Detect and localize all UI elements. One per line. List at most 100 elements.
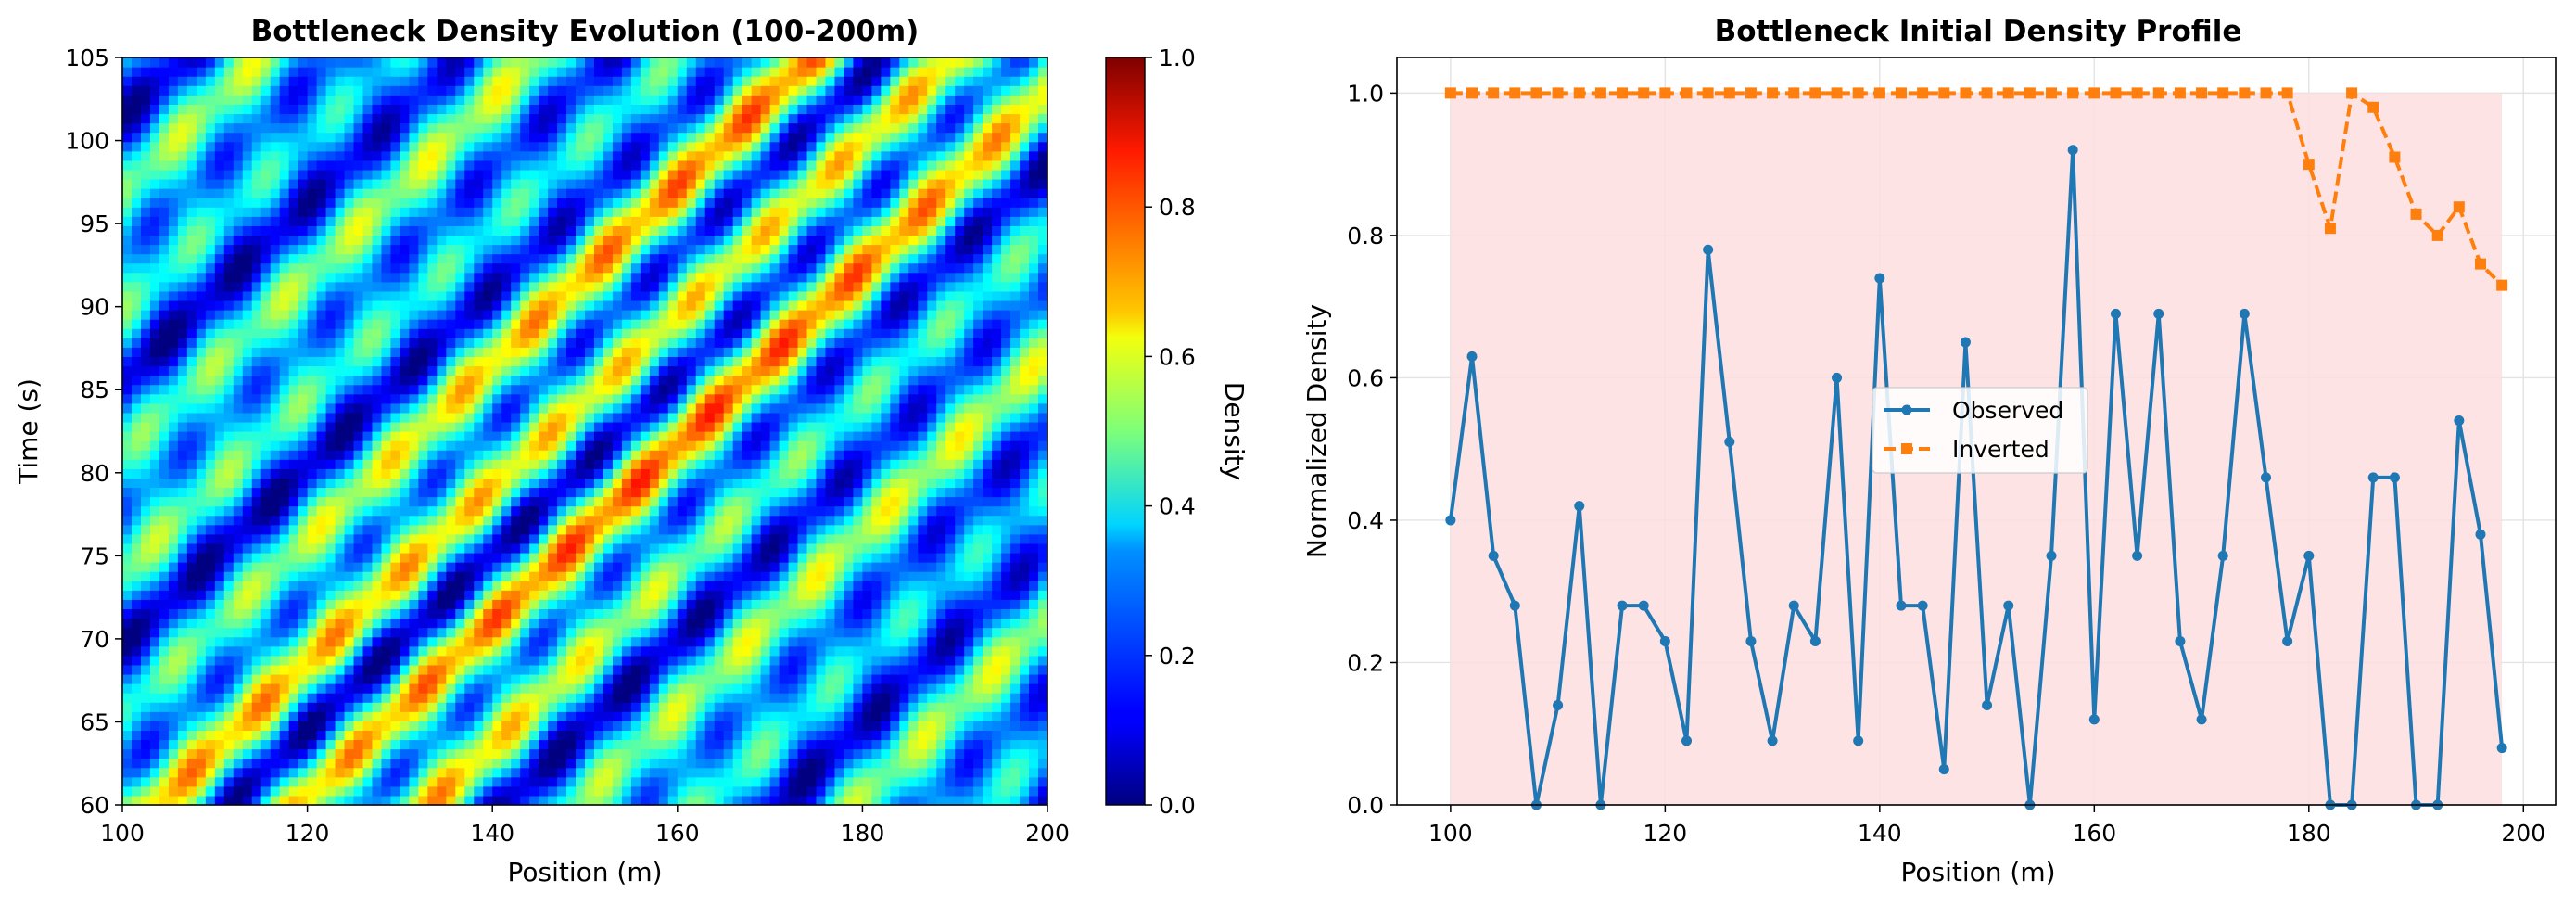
heatmap-cell (983, 421, 993, 432)
heatmap-cell (927, 645, 937, 657)
heatmap-cell (177, 636, 188, 647)
heatmap-cell (630, 338, 641, 348)
heatmap-cell (964, 758, 974, 769)
heatmap-cell (973, 356, 983, 367)
heatmap-cell (548, 767, 558, 778)
heatmap-cell (214, 664, 225, 675)
heatmap-cell (455, 393, 465, 404)
heatmap-cell (640, 645, 651, 657)
heatmap-cell (612, 431, 623, 441)
heatmap-cell (474, 533, 484, 544)
heatmap-cell (918, 721, 928, 731)
heatmap-cell (159, 608, 170, 619)
heatmap-cell (881, 721, 891, 731)
heatmap-cell (427, 338, 438, 348)
heatmap-cell (973, 645, 983, 657)
heatmap-cell (242, 636, 253, 647)
heatmap-cell (769, 562, 780, 572)
heatmap-cell (288, 375, 299, 386)
heatmap-cell (844, 721, 855, 731)
heatmap-cell (964, 384, 974, 395)
heatmap-cell (159, 795, 170, 805)
heatmap-cell (825, 375, 836, 386)
heatmap-cell (455, 721, 465, 731)
heatmap-cell (890, 524, 900, 535)
heatmap-cell (335, 581, 346, 591)
heatmap-cell (409, 673, 419, 684)
heatmap-cell (566, 608, 577, 619)
heatmap-cell (251, 365, 262, 376)
heatmap-cell (704, 393, 716, 404)
heatmap-cell (806, 645, 818, 657)
heatmap-cell (446, 618, 456, 629)
heatmap-cell (186, 739, 197, 750)
heatmap-cell (871, 562, 882, 572)
heatmap-cell (788, 542, 799, 554)
heatmap-cell (437, 524, 447, 535)
heatmap-cell (742, 758, 753, 769)
heatmap-cell (260, 478, 272, 489)
heatmap-cell (446, 338, 456, 348)
heatmap-cell (548, 795, 558, 805)
heatmap-cell (168, 627, 179, 638)
heatmap-cell (788, 356, 799, 367)
heatmap-cell (288, 785, 299, 797)
heatmap-cell (168, 542, 179, 554)
heatmap-cell (816, 767, 827, 778)
heatmap-cell (621, 496, 632, 507)
heatmap-cell (816, 785, 827, 797)
heatmap-cell (576, 393, 586, 404)
heatmap-cell (908, 608, 919, 619)
heatmap-cell (233, 636, 244, 647)
heatmap-cell (131, 450, 142, 460)
heatmap-cell (390, 402, 400, 414)
heatmap-cell (362, 440, 374, 451)
heatmap-cell (168, 683, 179, 694)
heatmap-cell (307, 450, 318, 460)
heatmap-cell (695, 393, 706, 404)
heatmap-cell (927, 393, 937, 404)
heatmap-cell (242, 402, 253, 414)
heatmap-cell (270, 664, 281, 675)
heatmap-cell (159, 645, 170, 657)
heatmap-cell (797, 645, 808, 657)
heatmap-cell (381, 655, 392, 666)
heatmap-cell (529, 562, 539, 572)
heatmap-cell (566, 515, 577, 526)
heatmap-cell (927, 468, 937, 479)
heatmap-cell (483, 748, 493, 759)
heatmap-cell (621, 365, 632, 376)
heatmap-cell (214, 739, 225, 750)
heatmap-cell (381, 599, 392, 610)
heatmap-cell (908, 347, 919, 357)
heatmap-cell (1038, 487, 1047, 498)
heatmap-cell (964, 590, 974, 600)
heatmap-cell (520, 384, 530, 395)
heatmap-cell (612, 590, 623, 600)
heatmap-cell (806, 375, 818, 386)
heatmap-cell (251, 505, 262, 517)
heatmap-cell (418, 468, 428, 479)
heatmap-cell (1029, 636, 1039, 647)
heatmap-cell (474, 739, 484, 750)
heatmap-cell (983, 375, 993, 386)
heatmap-cell (298, 562, 309, 572)
heatmap-cell (464, 402, 475, 414)
heatmap-cell (834, 515, 845, 526)
heatmap-cell (474, 450, 484, 460)
heatmap-cell (862, 347, 872, 357)
heatmap-cell (964, 421, 974, 432)
heatmap-cell (418, 412, 428, 423)
heatmap-cell (992, 515, 1002, 526)
heatmap-cell (362, 505, 374, 517)
heatmap-cell (288, 767, 299, 778)
heatmap-cell (325, 673, 336, 684)
heatmap-cell (890, 365, 900, 376)
heatmap-cell (704, 571, 716, 581)
heatmap-cell (760, 599, 771, 610)
heatmap-cell (927, 562, 937, 572)
heatmap-cell (335, 356, 346, 367)
heatmap-cell (964, 636, 974, 647)
heatmap-cell (353, 402, 364, 414)
heatmap-cell (1029, 375, 1039, 386)
